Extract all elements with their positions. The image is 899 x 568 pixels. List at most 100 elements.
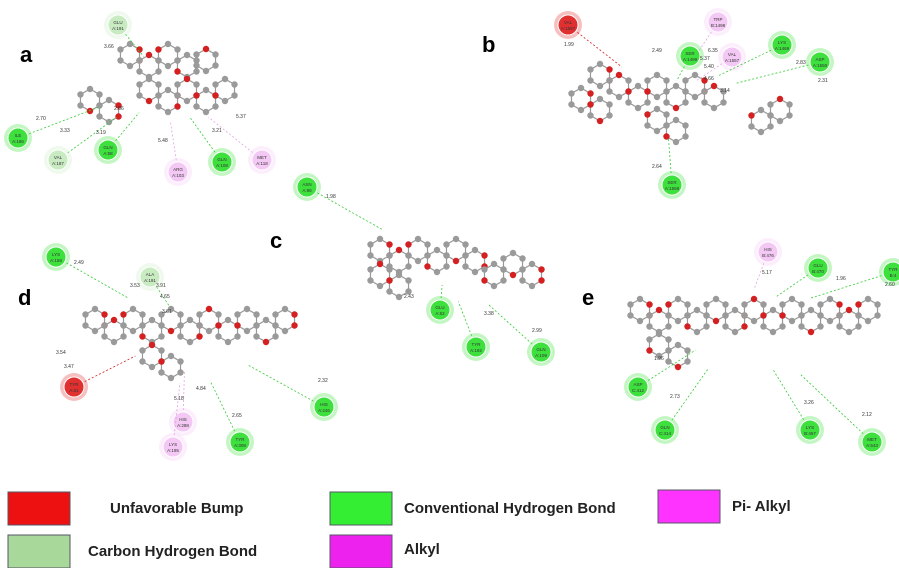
atom (231, 81, 237, 87)
atom (130, 328, 136, 334)
residue-name: ALA (146, 272, 155, 277)
atom (165, 63, 171, 69)
bond-ring (685, 75, 704, 97)
residue (628, 377, 648, 397)
atom (656, 307, 662, 313)
atom (434, 269, 440, 275)
distance-label: 3.61 (162, 309, 172, 315)
legend-label: Carbon Hydrogen Bond (88, 543, 257, 560)
residue-name: VAL (728, 52, 737, 57)
residue (230, 432, 250, 452)
atom (130, 306, 136, 312)
atom (684, 312, 690, 318)
atom (656, 331, 662, 337)
atom (101, 322, 107, 328)
atom (748, 123, 754, 129)
atom (625, 99, 631, 105)
atom (606, 112, 612, 118)
atom (578, 85, 584, 91)
residue (108, 15, 128, 35)
atom (215, 322, 221, 328)
atom (386, 266, 392, 272)
atom (405, 252, 411, 258)
atom (760, 301, 766, 307)
bond-ring (142, 345, 161, 367)
atom (177, 311, 183, 317)
residue (314, 397, 334, 417)
bond-ring (256, 320, 275, 342)
atom (779, 301, 785, 307)
bond-ring (218, 320, 237, 342)
atom (682, 99, 688, 105)
atom (808, 329, 814, 335)
atom (587, 66, 593, 72)
atom (644, 111, 650, 117)
residue (808, 258, 828, 278)
atom (206, 306, 212, 312)
distance-label: 3.38 (484, 311, 494, 317)
atom (139, 347, 145, 353)
atom (597, 61, 603, 67)
atom (155, 103, 161, 109)
atom (568, 101, 574, 107)
atom (684, 323, 690, 329)
atom (212, 103, 218, 109)
atom (244, 328, 250, 334)
atom (367, 252, 373, 258)
residue-id: A:88 (302, 188, 312, 193)
atom (786, 112, 792, 118)
atom (222, 98, 228, 104)
bond-ring (177, 79, 196, 101)
atom (234, 311, 240, 317)
residue (98, 140, 118, 160)
atom (481, 252, 487, 258)
bond-ring (666, 120, 685, 142)
bond-ring (199, 309, 218, 331)
distance-label: 5.40 (704, 64, 714, 70)
atom (367, 277, 373, 283)
atom (587, 101, 593, 107)
atom (136, 68, 142, 74)
bond-ring (647, 109, 666, 131)
atom (155, 81, 161, 87)
atom (701, 88, 707, 94)
atom (519, 266, 525, 272)
atom (684, 301, 690, 307)
bond-ring (158, 90, 177, 112)
atom (139, 333, 145, 339)
atom (155, 92, 161, 98)
atom (222, 76, 228, 82)
atom (751, 318, 757, 324)
residue-id: C:412 (632, 388, 645, 393)
bond-ring (628, 86, 647, 108)
atom (215, 333, 221, 339)
atom (272, 322, 278, 328)
distance-label: 2.64 (652, 164, 662, 170)
atom (253, 311, 259, 317)
atom (177, 322, 183, 328)
atom (184, 98, 190, 104)
residue (466, 337, 486, 357)
residue-id: A:308 (234, 443, 246, 448)
atom (713, 296, 719, 302)
atom (855, 312, 861, 318)
panel-letter: d (18, 285, 31, 310)
atom (234, 333, 240, 339)
bond-ring (158, 44, 177, 66)
atom (174, 92, 180, 98)
atom (174, 57, 180, 63)
residue (168, 162, 188, 182)
atom (158, 369, 164, 375)
atom (377, 261, 383, 267)
residue-id: A:103 (172, 173, 184, 178)
atom (405, 277, 411, 283)
atom (798, 301, 804, 307)
atom (675, 342, 681, 348)
atom (386, 288, 392, 294)
atom (165, 87, 171, 93)
bond-ring (668, 345, 687, 367)
bond-ring (484, 264, 503, 286)
legend-swatch (8, 492, 70, 525)
atom (855, 323, 861, 329)
atom (101, 333, 107, 339)
